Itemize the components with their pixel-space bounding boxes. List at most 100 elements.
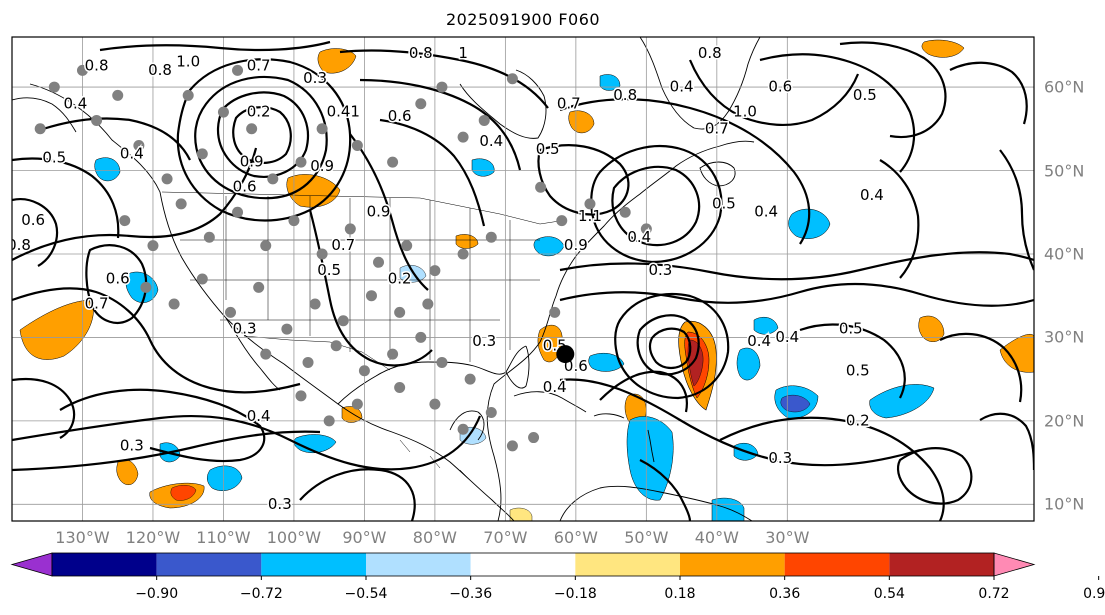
station-dot	[232, 64, 244, 76]
contour-label: 0.8	[698, 44, 722, 62]
map-frame	[11, 36, 1035, 522]
colorbar-tick-label: 0.54	[873, 586, 905, 602]
us-canada-border	[161, 191, 567, 225]
warm-anomaly-region	[317, 48, 357, 74]
warm-anomaly-region	[918, 315, 945, 342]
contour-label: 0.7	[85, 295, 109, 313]
hispaniola	[593, 413, 625, 419]
longitude-tick-label: 120°W	[125, 528, 181, 547]
greenland	[639, 37, 761, 130]
station-dot	[549, 306, 561, 318]
station-dot	[175, 198, 187, 210]
contour-label: 0.2	[846, 411, 870, 429]
longitude-tick-label: 30°W	[765, 528, 810, 547]
contour-line	[59, 388, 266, 463]
contour-line	[559, 282, 1034, 307]
longitude-tick-label: 50°W	[624, 528, 669, 547]
contour-label: 0.2	[388, 270, 412, 288]
station-dot	[401, 240, 413, 252]
contour-line	[939, 332, 1023, 403]
north-america-west-coast	[29, 83, 515, 521]
station-dot	[119, 215, 131, 227]
colorbar-over-extension	[993, 552, 1036, 577]
station-dot	[478, 114, 490, 126]
contour-label: 0.4	[754, 203, 778, 221]
station-dot	[112, 89, 124, 101]
station-dot	[260, 240, 272, 252]
station-dot	[373, 256, 385, 268]
contour-line	[349, 133, 429, 291]
strong-warm-anomaly	[170, 485, 197, 501]
station-dot	[394, 381, 406, 393]
longitude-tick-label: 130°W	[55, 528, 110, 547]
station-dot	[48, 81, 60, 93]
contour-line	[12, 377, 76, 439]
station-dot	[344, 223, 356, 235]
colorbar-segment	[680, 553, 785, 576]
contour-line	[759, 53, 916, 173]
warm-anomaly-region	[568, 110, 595, 134]
contour-label: 0.3	[768, 449, 792, 467]
colorbar-segment	[261, 553, 366, 576]
contour-line	[896, 447, 973, 505]
contour-line	[590, 145, 723, 264]
contour-label: 0.9	[240, 153, 264, 171]
contour-line	[194, 76, 328, 200]
station-dot	[140, 281, 152, 293]
contour-label: 0.3	[472, 332, 496, 350]
station-dot	[457, 423, 469, 435]
contour-label: 0.4	[860, 186, 884, 204]
station-dot	[196, 273, 208, 285]
station-dot	[584, 198, 596, 210]
strong-cool-anomaly	[780, 394, 811, 413]
contour-label: 0.3	[268, 495, 292, 513]
cool-anomaly-region	[599, 74, 621, 91]
station-dot	[436, 81, 448, 93]
station-dot	[464, 373, 476, 385]
colorbar-segment	[52, 553, 157, 576]
station-dot	[485, 407, 497, 419]
contour-label: 0.2	[247, 103, 271, 121]
contour-label: 0.5	[317, 261, 341, 279]
south-america-coast	[559, 485, 753, 521]
contour-label: 0.5	[536, 140, 560, 158]
colorbar	[10, 552, 1100, 580]
contour-label: 0.8	[613, 86, 637, 104]
contour-label: 0.4	[64, 94, 88, 112]
graticule	[12, 37, 1034, 521]
contour-label: 0.6	[21, 211, 45, 229]
contour-label: 0.8	[7, 236, 31, 254]
contour-label: 0.8	[85, 57, 109, 75]
contour-label: 0.4	[479, 132, 503, 150]
contour-line	[12, 147, 258, 261]
cuba	[513, 391, 587, 413]
cool-anomaly-region	[533, 236, 565, 257]
station-dot	[302, 356, 314, 368]
colorbar-segment	[470, 553, 576, 576]
longitude-tick-label: 40°W	[694, 528, 739, 547]
contour-label: 0.5	[712, 194, 736, 212]
cool-anomaly-region	[869, 384, 935, 419]
contour-label: 0.5	[846, 361, 870, 379]
station-dot	[232, 206, 244, 218]
contour-line	[559, 98, 811, 245]
station-dot	[351, 139, 363, 151]
contour-label: 0.8	[409, 44, 433, 62]
station-dot	[528, 432, 540, 444]
contour-line	[879, 159, 920, 279]
gulf-coast	[337, 345, 527, 405]
contour-label: 0.5	[853, 86, 877, 104]
station-dot	[316, 248, 328, 260]
station-dot	[506, 73, 518, 85]
contour-line	[12, 287, 301, 394]
colorbar-tick-label: 0.90	[1083, 586, 1105, 602]
cool-anomaly-region	[711, 497, 745, 521]
contour-line	[39, 117, 191, 161]
colorbar-segment	[575, 553, 680, 576]
station-dot	[161, 173, 173, 185]
baja-california	[225, 317, 281, 391]
contour-line	[85, 244, 148, 324]
station-dot	[358, 365, 370, 377]
contour-label: 0.4	[543, 378, 567, 396]
